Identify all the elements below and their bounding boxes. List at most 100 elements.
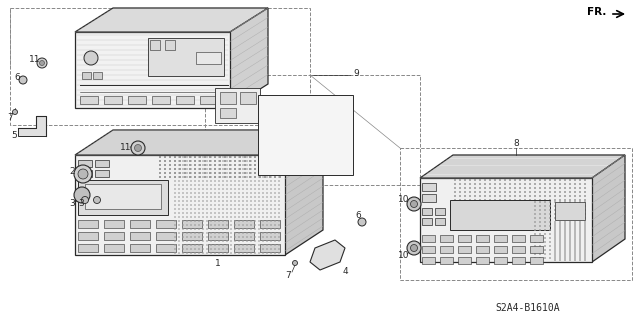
Circle shape [254,168,256,170]
Circle shape [254,236,256,238]
Circle shape [202,248,204,250]
Circle shape [239,156,241,158]
Circle shape [554,251,556,253]
Circle shape [274,156,276,158]
Circle shape [266,180,268,182]
Circle shape [190,156,192,158]
Circle shape [544,201,546,203]
Circle shape [174,176,176,178]
Circle shape [269,172,271,174]
Circle shape [210,184,212,186]
Circle shape [544,187,546,189]
Circle shape [230,168,232,170]
Circle shape [210,228,212,230]
Circle shape [584,239,586,241]
Circle shape [574,223,576,225]
Circle shape [254,184,256,186]
Circle shape [274,216,276,218]
Circle shape [164,172,166,174]
Circle shape [222,180,224,182]
Circle shape [574,231,576,233]
Circle shape [190,248,192,250]
Circle shape [222,212,224,214]
Polygon shape [18,116,46,136]
Circle shape [534,213,536,215]
Circle shape [238,180,240,182]
Circle shape [190,224,192,226]
Circle shape [539,253,541,255]
Circle shape [206,184,208,186]
Circle shape [539,229,541,231]
Circle shape [186,180,188,182]
Circle shape [584,217,586,219]
Circle shape [194,252,196,254]
Circle shape [278,196,280,198]
Circle shape [202,212,204,214]
Circle shape [206,192,208,194]
Circle shape [214,220,216,222]
Circle shape [202,224,204,226]
Circle shape [270,228,272,230]
Circle shape [230,228,232,230]
Bar [260,244,280,252]
Circle shape [499,179,501,181]
Circle shape [584,187,586,189]
Circle shape [178,180,180,182]
Circle shape [230,164,232,166]
Circle shape [494,195,496,197]
Circle shape [262,196,264,198]
Circle shape [407,197,421,211]
Circle shape [246,204,248,206]
Circle shape [559,201,561,203]
Circle shape [554,187,556,189]
Circle shape [569,249,571,251]
Circle shape [246,228,248,230]
Circle shape [554,205,556,207]
Circle shape [226,240,228,242]
Circle shape [469,195,471,197]
Circle shape [206,220,208,222]
Bar [156,232,176,240]
Circle shape [514,187,516,189]
Circle shape [262,164,264,166]
Circle shape [584,195,586,197]
Circle shape [194,156,196,158]
Circle shape [250,192,252,194]
Circle shape [549,209,551,211]
Circle shape [554,249,556,251]
Circle shape [179,176,181,178]
Text: 11: 11 [120,143,132,152]
Bar [494,257,507,264]
Bar [182,220,202,228]
Circle shape [278,220,280,222]
Circle shape [549,187,551,189]
Circle shape [190,168,192,170]
Circle shape [489,179,491,181]
Circle shape [230,248,232,250]
Bar [78,180,168,215]
Circle shape [214,240,216,242]
Circle shape [246,168,248,170]
Circle shape [254,204,256,206]
Circle shape [239,160,241,162]
Circle shape [584,213,586,215]
Circle shape [159,160,161,162]
Circle shape [182,196,184,198]
Bar [156,244,176,252]
Circle shape [554,253,556,255]
Circle shape [262,232,264,234]
Circle shape [569,199,571,201]
Circle shape [226,196,228,198]
Circle shape [242,224,244,226]
Circle shape [174,216,176,218]
Text: FR.: FR. [587,7,606,17]
Circle shape [258,252,260,254]
Circle shape [222,196,224,198]
Bar [130,232,150,240]
Circle shape [270,208,272,210]
Circle shape [544,191,546,193]
Circle shape [539,233,541,235]
Circle shape [242,204,244,206]
Circle shape [574,259,576,261]
Circle shape [410,244,417,251]
